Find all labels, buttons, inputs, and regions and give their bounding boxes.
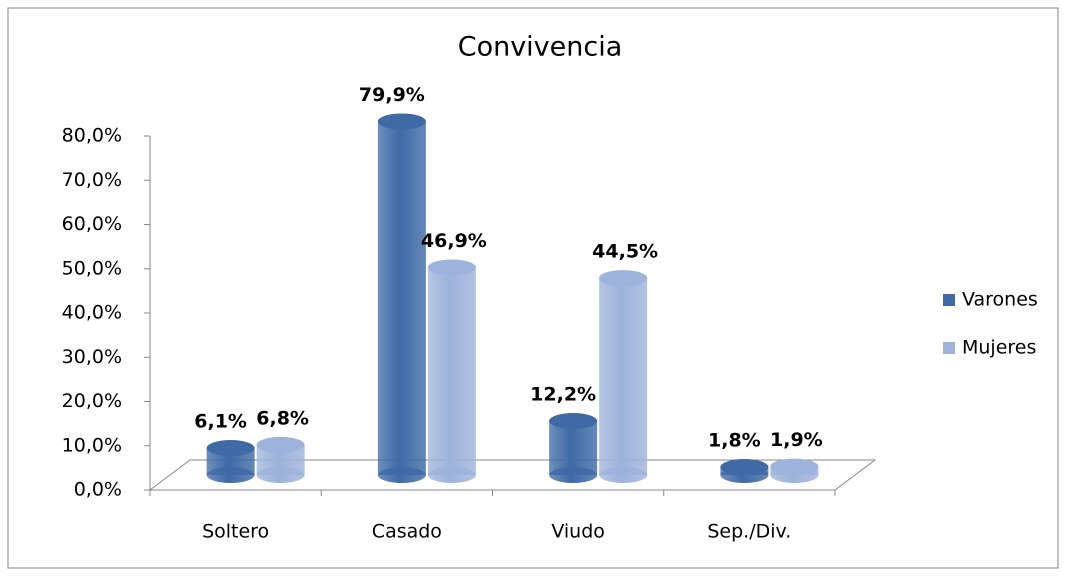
value-label: 1,9%	[770, 429, 823, 451]
floor	[148, 459, 877, 491]
y-tick-label: 30,0%	[62, 346, 122, 368]
y-tick-label: 60,0%	[62, 213, 122, 235]
y-tick-label: 80,0%	[62, 125, 122, 147]
value-label: 46,9%	[421, 230, 487, 252]
y-tick-label: 10,0%	[62, 434, 122, 456]
value-label: 12,2%	[530, 384, 596, 406]
bar-top	[549, 413, 598, 430]
y-tick-label: 40,0%	[62, 302, 122, 324]
bar-top	[599, 270, 648, 287]
value-label: 6,8%	[256, 407, 309, 429]
y-tick-label: 50,0%	[62, 257, 122, 279]
value-label: 6,1%	[194, 411, 247, 433]
bar-body	[377, 121, 426, 475]
bar	[770, 458, 819, 483]
legend-swatch	[943, 342, 955, 354]
x-tick-label: Soltero	[202, 521, 269, 543]
bar	[549, 413, 598, 483]
bar-top	[427, 259, 476, 276]
y-tick-label: 70,0%	[62, 169, 122, 191]
legend-swatch	[943, 294, 955, 306]
y-tick-label: 0,0%	[74, 479, 122, 501]
value-label: 44,5%	[592, 241, 658, 263]
bar-body	[427, 267, 476, 475]
bar	[427, 259, 476, 483]
chart-title: Convivencia	[458, 32, 623, 63]
bar	[256, 436, 305, 483]
value-label: 79,9%	[359, 84, 425, 106]
bar-body	[549, 421, 598, 475]
bar-top	[377, 113, 426, 130]
y-tick-label: 20,0%	[62, 390, 122, 412]
bar	[599, 270, 648, 483]
x-tick-label: Casado	[372, 521, 442, 543]
bar-top	[720, 459, 769, 476]
value-label: 1,8%	[708, 430, 761, 452]
bar-top	[206, 440, 255, 457]
bar	[206, 440, 255, 483]
legend-label: Mujeres	[962, 337, 1036, 359]
x-tick-label: Viudo	[551, 521, 605, 543]
x-tick-label: Sep./Div.	[707, 521, 791, 543]
bar-top	[770, 458, 819, 475]
bar	[377, 113, 426, 483]
bar-body	[599, 278, 648, 475]
legend-label: Varones	[962, 289, 1038, 311]
bar-top	[256, 436, 305, 453]
chart-frame	[7, 7, 1059, 569]
bar	[720, 459, 769, 483]
